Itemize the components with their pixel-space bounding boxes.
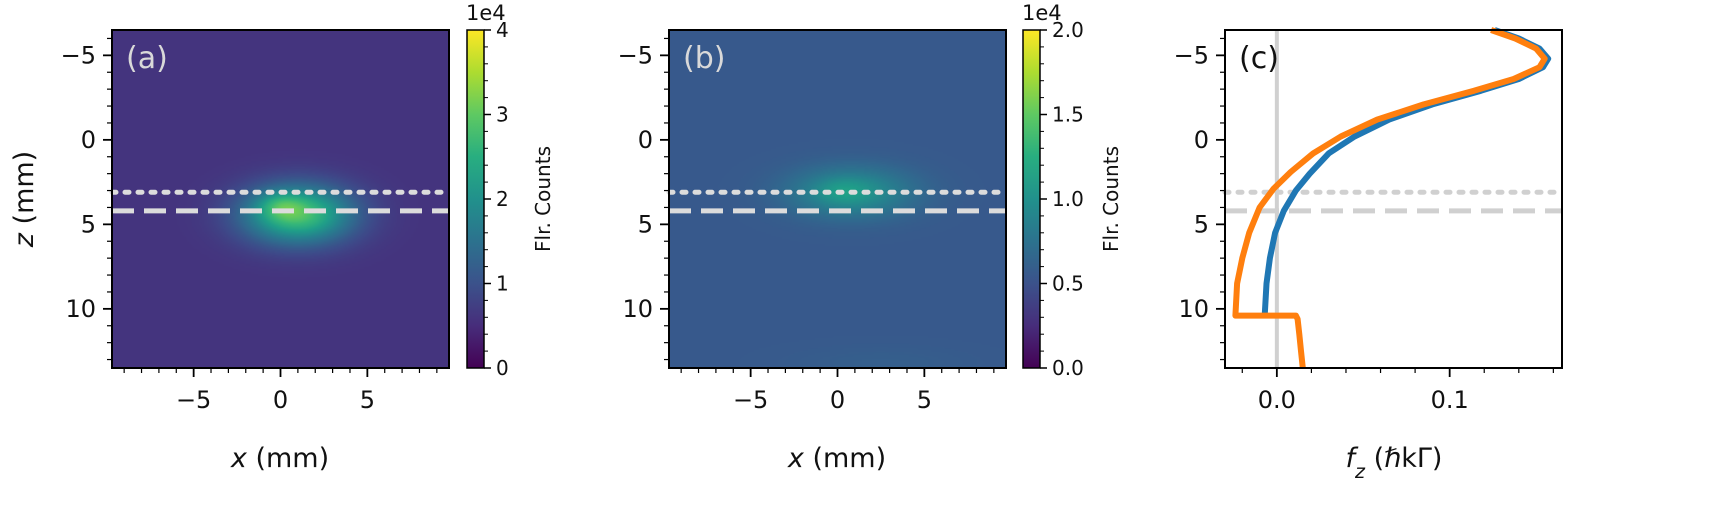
colorbar-tick-label: 2.0 [1052, 18, 1084, 42]
heatmap-b-reference-lines [666, 189, 1009, 214]
y-axis-label-a: z (mm) [9, 151, 40, 248]
heatmap-a-ticks: −5 0 5 −5 0 5 10 [61, 37, 438, 414]
y-tick-label: 0 [638, 126, 653, 154]
x-axis-label-a: x (mm) [230, 443, 329, 474]
x-tick-label: 0.0 [1258, 386, 1296, 414]
y-tick-label: −5 [618, 41, 653, 69]
x-tick-label: 5 [360, 386, 375, 414]
panel-b: −5 0 5 −5 0 5 10 (b) x (mm) [618, 29, 1009, 474]
colorbar-a: 0 1 2 3 4 1e4 Flr. Counts [466, 1, 555, 380]
x-tick-label: −5 [176, 386, 211, 414]
heatmap-a-reference-lines [109, 189, 452, 214]
panel-label-a: (a) [126, 41, 168, 76]
force-panel-reference-lines [1222, 30, 1565, 368]
colorbar-tick-label: 0.0 [1052, 356, 1084, 380]
y-tick-label: 10 [622, 295, 653, 323]
y-tick-label: −5 [61, 41, 96, 69]
colorbar-tick-label: 0 [496, 356, 509, 380]
force-panel-ticks: 0.0 0.1 −5 0 5 10 [1174, 37, 1554, 414]
colorbar-a-exponent: 1e4 [466, 1, 506, 25]
force-series-2 [1232, 27, 1548, 369]
colorbar-b: 0.0 0.5 1.0 1.5 2.0 1e4 Flr. Counts [1022, 1, 1123, 380]
panel-c: 0.0 0.1 −5 0 5 10 (c) fz (ℏkΓ) [1174, 27, 1565, 483]
x-tick-label: 0 [273, 386, 288, 414]
y-tick-label: 5 [81, 210, 96, 238]
x-axis-label-b: x (mm) [787, 443, 886, 474]
y-tick-label: 5 [638, 210, 653, 238]
colorbar-tick-label: 1.0 [1052, 187, 1084, 211]
y-tick-label: 10 [65, 295, 96, 323]
x-tick-label: 5 [917, 386, 932, 414]
colorbar-tick-label: 1.5 [1052, 103, 1084, 127]
colorbar-b-exponent: 1e4 [1022, 1, 1062, 25]
x-tick-label: −5 [733, 386, 768, 414]
x-tick-label: 0 [830, 386, 845, 414]
y-tick-label: 0 [81, 126, 96, 154]
panel-label-b: (b) [683, 41, 725, 76]
y-tick-label: 5 [1194, 210, 1209, 238]
y-tick-label: −5 [1174, 41, 1209, 69]
x-tick-label: 0.1 [1431, 386, 1469, 414]
colorbar-a-label: Flr. Counts [531, 146, 555, 252]
y-tick-label: 10 [1178, 295, 1209, 323]
force-panel-series [1232, 27, 1552, 369]
colorbar-tick-label: 4 [496, 18, 509, 42]
force-panel-frame [1224, 29, 1563, 369]
colorbar-b-label: Flr. Counts [1099, 146, 1123, 252]
colorbar-tick-label: 1 [496, 272, 509, 296]
heatmap-b-image [669, 30, 1006, 368]
colorbar-tick-label: 2 [496, 187, 509, 211]
colorbar-a-gradient [466, 29, 485, 369]
heatmap-a-image [112, 30, 449, 368]
colorbar-a-ticks: 0 1 2 3 4 [484, 18, 509, 380]
panel-label-c: (c) [1239, 41, 1279, 76]
colorbar-tick-label: 3 [496, 103, 509, 127]
colorbar-b-ticks: 0.0 0.5 1.0 1.5 2.0 [1040, 18, 1084, 380]
y-tick-label: 0 [1194, 126, 1209, 154]
heatmap-b-ticks: −5 0 5 −5 0 5 10 [618, 37, 995, 414]
x-axis-label-c: fz (ℏkΓ) [1346, 443, 1443, 483]
panel-a: −5 0 5 −5 0 5 10 (a) x (mm) z (mm) [9, 29, 452, 474]
colorbar-tick-label: 0.5 [1052, 272, 1084, 296]
colorbar-b-gradient [1022, 29, 1041, 369]
force-series-1 [1261, 27, 1552, 316]
